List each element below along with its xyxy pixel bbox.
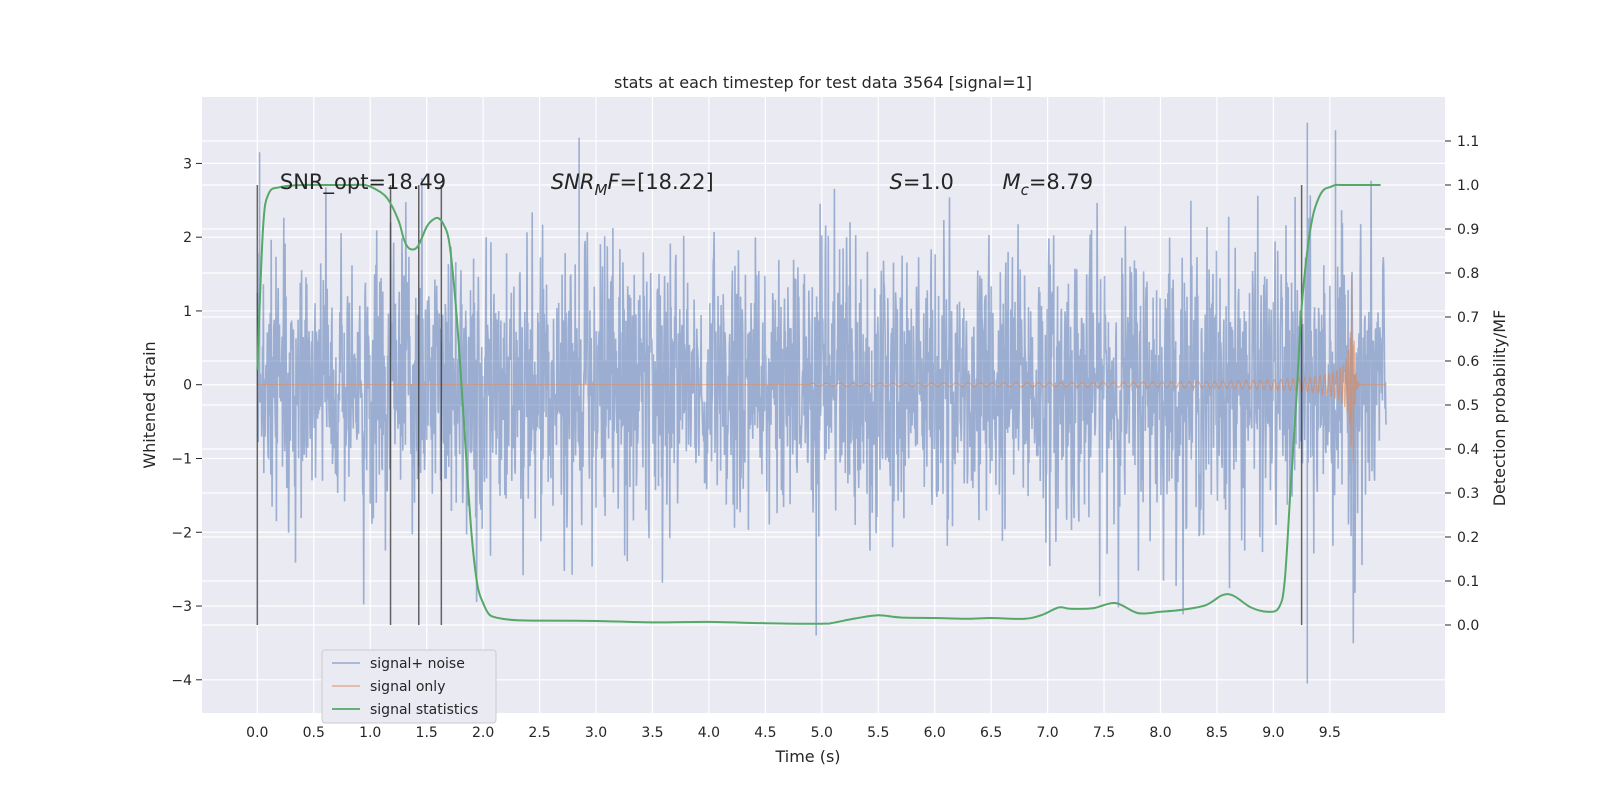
y-tick-label: −4 [171,673,192,689]
chart-title: stats at each timestep for test data 356… [614,73,1032,92]
y-right-tick-label: 0.9 [1457,222,1479,238]
legend: signal+ noise signal only signal statist… [321,649,497,724]
series-signal-statistics [256,183,1381,625]
y-tick-label: 2 [183,230,192,246]
y-tick-label: −1 [171,451,192,467]
y-right-tick-label: 0.4 [1457,442,1479,458]
y-tick-label: −3 [171,599,192,615]
x-tick-label: 5.5 [867,725,889,741]
x-tick-label: 9.5 [1319,725,1341,741]
annotation-0: SNR_opt=18.49 [280,170,446,195]
x-tick-label: 1.0 [359,725,381,741]
y-right-tick-label: 0.1 [1457,574,1479,590]
y-right-axis-title: Detection probability/MF [1490,310,1509,507]
x-tick-label: 7.0 [1036,725,1058,741]
y-right-tick-label: 0.7 [1457,310,1479,326]
series-signal-only [256,276,1387,462]
y-axis-title: Whitened strain [140,341,159,468]
y-right-tick-label: 0.5 [1457,398,1479,414]
annotation-1: SNRMF=[18.22] [551,170,714,199]
y-tick-label: 0 [183,378,192,394]
signal-only-layer [256,276,1387,462]
y-right-tick-label: 1.0 [1457,178,1479,194]
x-axis-title: Time (s) [774,747,840,766]
x-tick-label: 0.0 [246,725,268,741]
x-tick-label: 8.5 [1206,725,1228,741]
legend-label-signal-only: signal only [370,679,445,695]
y-right-tick-label: 0.6 [1457,354,1479,370]
annotation-3: Mc=8.79 [1002,170,1093,199]
x-tick-label: 3.5 [641,725,663,741]
x-tick-label: 4.0 [698,725,720,741]
y-tick-label: 1 [183,304,192,320]
annotations-layer: SNR_opt=18.49 SNRMF=[18.22] S=1.0 Mc=8.79 [280,170,1093,199]
y-right-tick-label: 0.3 [1457,486,1479,502]
legend-label-signal-noise: signal+ noise [370,656,465,672]
signal-statistics-layer [256,183,1381,625]
x-tick-label: 2.5 [528,725,550,741]
x-tick-label: 4.5 [754,725,776,741]
x-tick-label: 6.0 [924,725,946,741]
annotation-2: S=1.0 [890,170,954,194]
x-tick-label: 3.0 [585,725,607,741]
vertical-markers-layer [256,185,1303,625]
x-tick-label: 7.5 [1093,725,1115,741]
y-tick-label: 3 [183,156,192,172]
x-tick-label: 6.5 [980,725,1002,741]
y-right-tick-label: 0.8 [1457,266,1479,282]
legend-label-signal-statistics: signal statistics [370,702,478,718]
y-right-tick-label: 0.0 [1457,618,1479,634]
x-tick-label: 5.0 [811,725,833,741]
x-tick-label: 8.0 [1149,725,1171,741]
x-tick-label: 9.0 [1262,725,1284,741]
y-right-tick-label: 1.1 [1457,134,1479,150]
x-tick-label: 2.0 [472,725,494,741]
legend-box [321,649,497,724]
ticks-layer: 0.0 0.5 1.0 1.5 2.0 2.5 3.0 3.5 4.0 4.5 5.0 5.5 6.0 6… [171,134,1479,741]
y-tick-label: −2 [171,525,192,541]
y-right-tick-label: 0.2 [1457,530,1479,546]
x-tick-label: 1.5 [416,725,438,741]
x-tick-label: 0.5 [303,725,325,741]
